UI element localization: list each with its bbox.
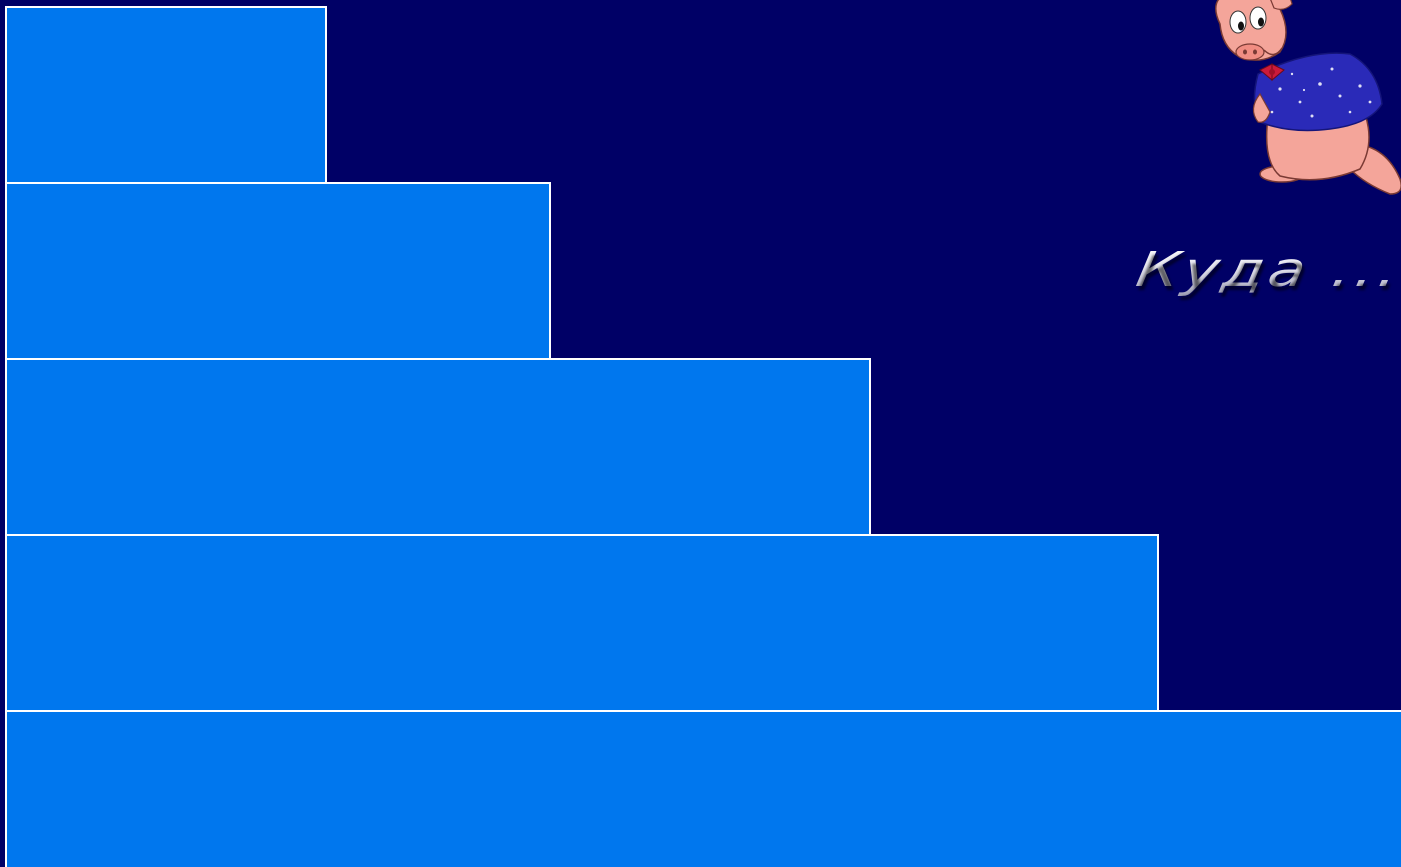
staircase-step-5[interactable] — [5, 710, 1401, 867]
staircase-step-3[interactable] — [5, 358, 871, 536]
staircase-step-4[interactable] — [5, 534, 1159, 712]
cartoon-pig-icon — [1215, 0, 1401, 195]
slide-title: Куда ... — [1132, 242, 1401, 298]
staircase-step-2[interactable] — [5, 182, 551, 360]
staircase-step-1[interactable] — [5, 6, 327, 184]
